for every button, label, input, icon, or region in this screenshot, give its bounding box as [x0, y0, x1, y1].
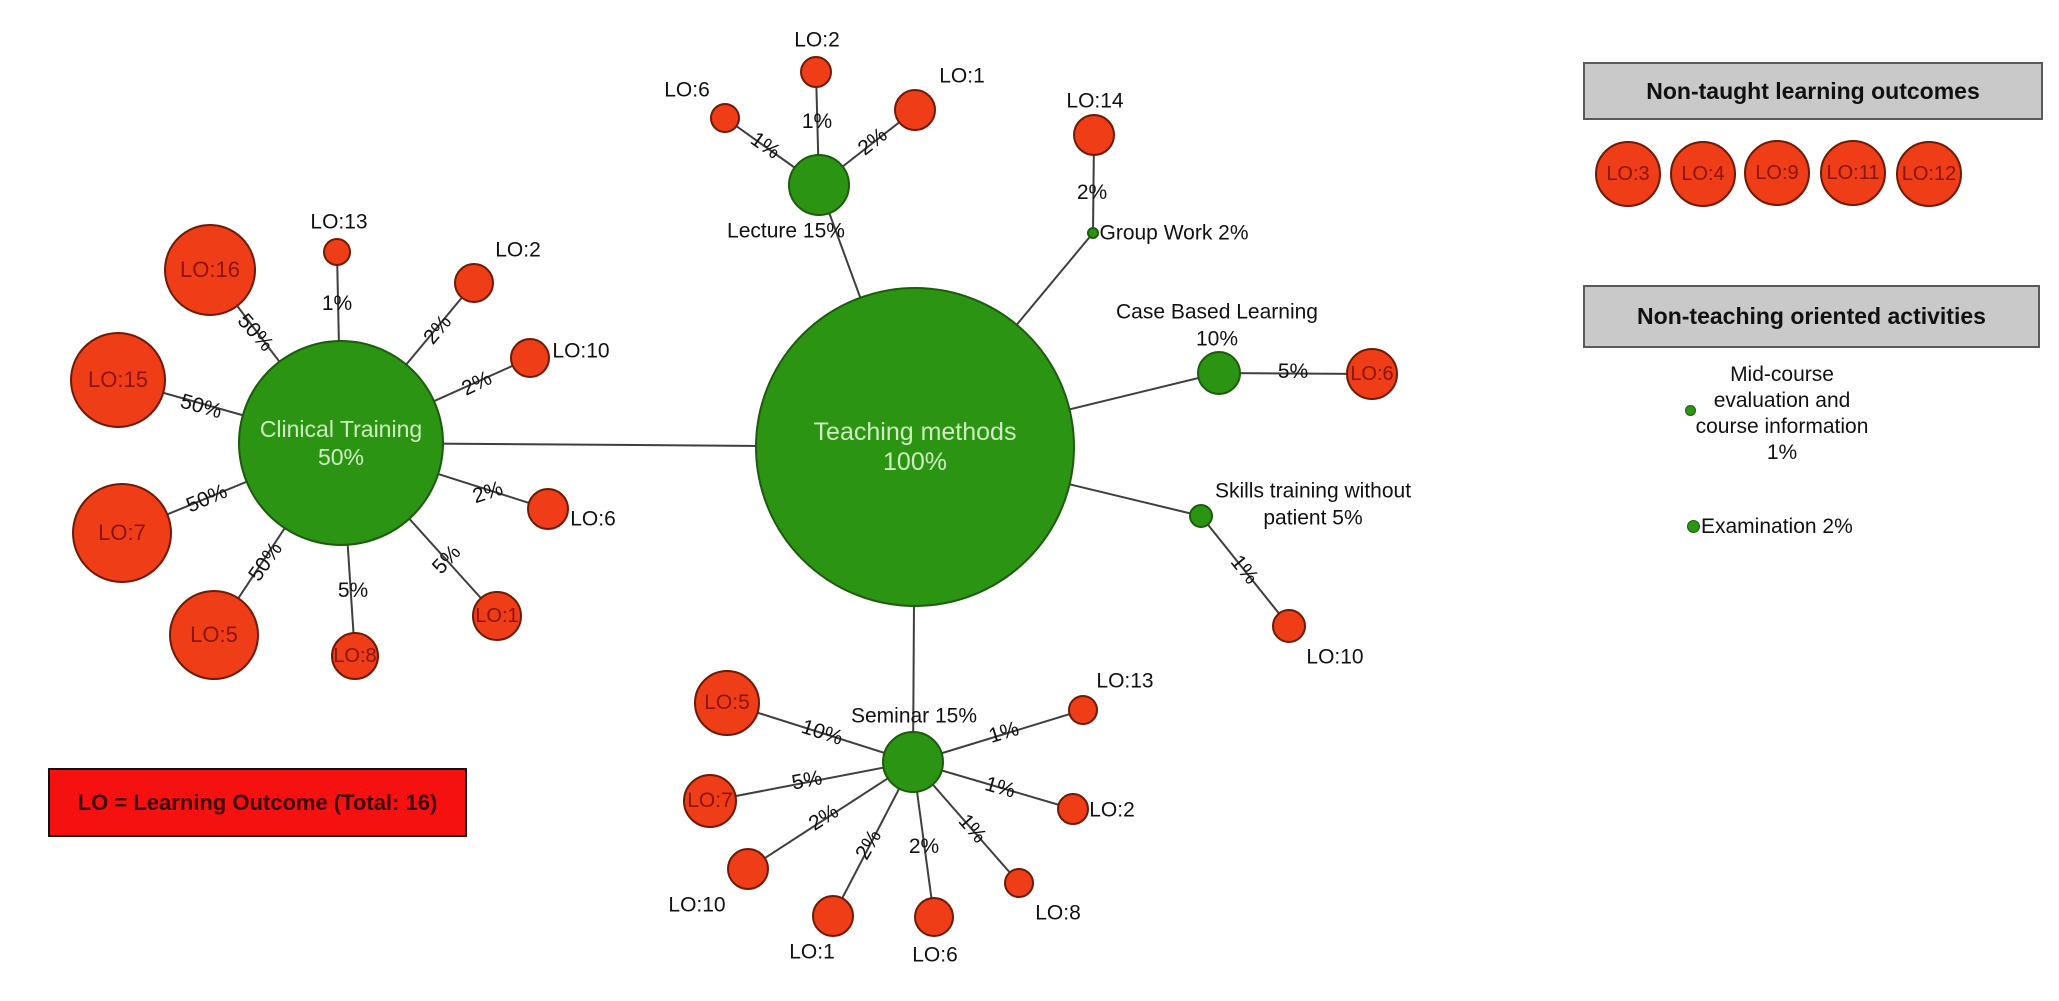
- edge-label-clinical-training-clinical-lo8: 5%: [337, 579, 369, 602]
- edge-seminar-seminar-lo10: [747, 761, 914, 870]
- node-legend-lo12: LO:12: [1896, 141, 1962, 207]
- node-lecture-lo2: [800, 56, 832, 88]
- label-clinical-lo10: LO:10: [552, 339, 610, 363]
- label-seminar-lo13: LO:13: [1096, 669, 1154, 693]
- label-group-work-lo14: LO:14: [1066, 89, 1124, 113]
- midcourse-dot-icon: [1685, 405, 1696, 416]
- node-lecture-lo1: [894, 89, 936, 131]
- label-seminar-lo10: LO:10: [668, 893, 726, 917]
- node-legend-lo11: LO:11: [1820, 140, 1886, 206]
- label-seminar-lo6: LO:6: [912, 943, 958, 967]
- node-clinical-lo2: [454, 263, 494, 303]
- node-seminar-lo6: [914, 897, 954, 937]
- node-label-seminar-lo5: LO:5: [704, 691, 750, 715]
- node-label-teaching-methods: Teaching methods 100%: [813, 417, 1017, 477]
- node-label-clinical-training: Clinical Training 50%: [259, 415, 423, 470]
- legend-item-midcourse: Mid-course evaluation and course informa…: [1695, 363, 1869, 464]
- node-seminar-lo13: [1068, 695, 1098, 725]
- edge-skills-training-skills-lo10: [1200, 515, 1290, 627]
- node-clinical-lo5: LO:5: [169, 590, 259, 680]
- node-label-clinical-lo7: LO:7: [98, 519, 146, 545]
- node-legend-lo3: LO:3: [1595, 141, 1661, 207]
- node-label-clinical-lo15: LO:15: [88, 366, 148, 392]
- node-lecture-lo6: [710, 103, 740, 133]
- label-lecture-lo6: LO:6: [664, 78, 710, 102]
- node-label-cbl-lo6: LO:6: [1350, 362, 1394, 385]
- node-group-work: [1087, 227, 1099, 239]
- label-clinical-lo13: LO:13: [310, 210, 368, 234]
- edge-label-group-work-group-work-lo14: 2%: [1076, 181, 1108, 204]
- node-label-legend-lo3: LO:3: [1606, 162, 1650, 185]
- label-lecture: Lecture 15%: [727, 219, 845, 243]
- node-skills-training: [1189, 504, 1213, 528]
- edge-label-case-based-learning-cbl-lo6: 5%: [1277, 360, 1309, 383]
- node-clinical-lo6: [527, 488, 569, 530]
- node-label-clinical-lo16: LO:16: [180, 256, 240, 282]
- label-clinical-lo6: LO:6: [570, 507, 616, 531]
- node-clinical-lo15: LO:15: [70, 332, 166, 428]
- node-clinical-lo7: LO:7: [72, 483, 172, 583]
- node-teaching-methods: Teaching methods 100%: [755, 287, 1075, 607]
- label-case-based-learning: Case Based Learning 10%: [1116, 300, 1318, 351]
- node-label-clinical-lo8: LO:8: [333, 644, 377, 667]
- node-clinical-lo16: LO:16: [164, 224, 256, 316]
- node-cbl-lo6: LO:6: [1346, 348, 1398, 400]
- examination-dot-icon: [1687, 520, 1700, 533]
- edge-label-seminar-seminar-lo6: 2%: [908, 835, 940, 858]
- lo-abbreviation-note: LO = Learning Outcome (Total: 16): [48, 768, 467, 837]
- node-legend-lo9: LO:9: [1744, 140, 1810, 206]
- legend-title-non-teaching: Non-teaching oriented activities: [1583, 285, 2040, 348]
- node-clinical-lo13: [323, 238, 351, 266]
- node-seminar-lo1: [812, 895, 854, 937]
- edge-label-clinical-training-clinical-lo13: 1%: [321, 292, 353, 315]
- node-label-clinical-lo5: LO:5: [190, 621, 238, 647]
- label-lecture-lo2: LO:2: [794, 28, 840, 52]
- node-clinical-lo1: LO:1: [472, 591, 522, 641]
- node-lecture: [788, 154, 850, 216]
- edge-seminar-seminar-lo7: [709, 761, 914, 802]
- node-label-legend-lo9: LO:9: [1755, 161, 1799, 184]
- node-skills-lo10: [1272, 609, 1306, 643]
- node-label-legend-lo11: LO:11: [1826, 161, 1880, 184]
- legend-title-non-taught: Non-taught learning outcomes: [1583, 62, 2043, 120]
- label-group-work: Group Work 2%: [1099, 221, 1249, 245]
- node-label-clinical-lo1: LO:1: [475, 604, 519, 627]
- label-clinical-lo2: LO:2: [495, 238, 541, 262]
- label-skills-training: Skills training without patient 5%: [1214, 479, 1412, 530]
- node-seminar-lo2: [1057, 793, 1089, 825]
- label-seminar: Seminar 15%: [850, 704, 978, 728]
- node-clinical-lo10: [510, 338, 550, 378]
- label-seminar-lo8: LO:8: [1035, 901, 1081, 925]
- label-seminar-lo2: LO:2: [1089, 798, 1135, 822]
- legend-item-examination: Examination 2%: [1701, 515, 1853, 538]
- node-seminar-lo8: [1004, 868, 1034, 898]
- node-label-seminar-lo7: LO:7: [687, 789, 733, 813]
- node-clinical-lo8: LO:8: [331, 632, 379, 680]
- node-seminar-lo7: LO:7: [683, 774, 737, 828]
- node-case-based-learning: [1197, 351, 1241, 395]
- node-group-work-lo14: [1073, 114, 1115, 156]
- node-seminar-lo5: LO:5: [694, 670, 760, 736]
- node-clinical-training: Clinical Training 50%: [238, 340, 444, 546]
- label-skills-lo10: LO:10: [1306, 645, 1364, 669]
- node-label-legend-lo4: LO:4: [1681, 162, 1725, 185]
- node-legend-lo4: LO:4: [1670, 141, 1736, 207]
- edge-label-lecture-lecture-lo2: 1%: [801, 110, 833, 133]
- node-seminar-lo10: [727, 848, 769, 890]
- node-seminar: [882, 731, 944, 793]
- label-lecture-lo1: LO:1: [939, 64, 985, 88]
- label-seminar-lo1: LO:1: [789, 940, 835, 964]
- node-label-legend-lo12: LO:12: [1901, 162, 1957, 185]
